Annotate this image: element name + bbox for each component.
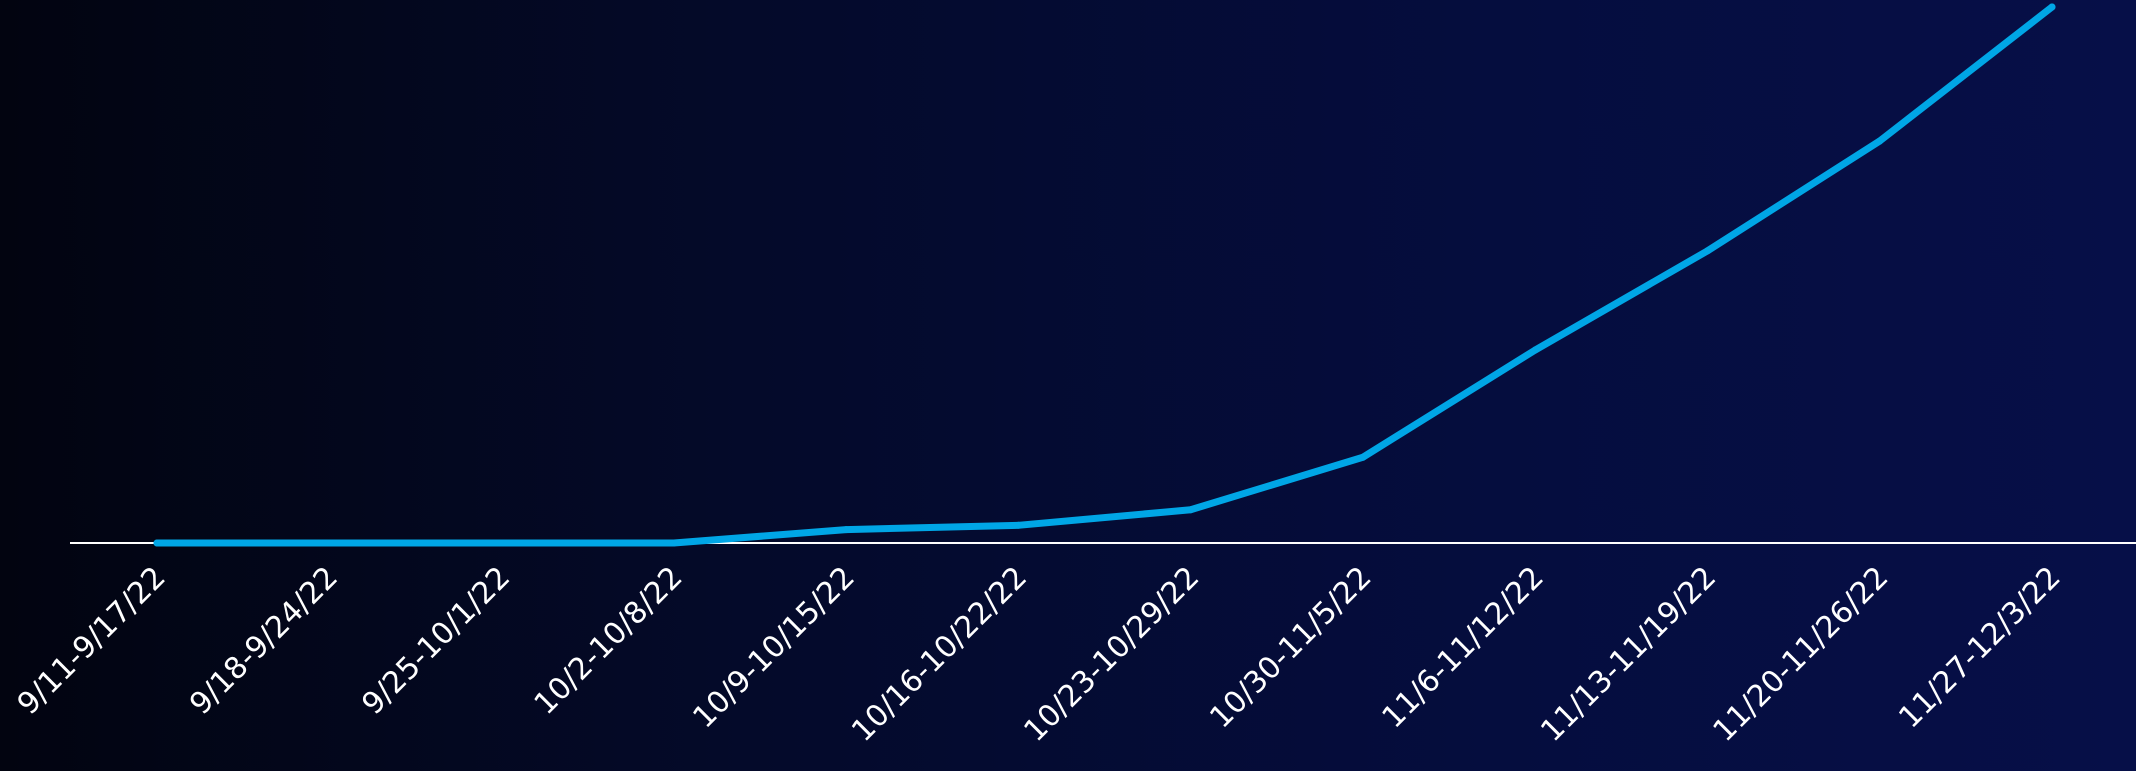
x-tick-label: 11/20-11/26/22	[1707, 560, 1896, 749]
data-point	[1876, 137, 1884, 145]
data-points	[153, 3, 2056, 547]
x-tick-label: 11/13-11/19/22	[1534, 560, 1723, 749]
data-point	[1014, 521, 1022, 529]
x-tick-label: 10/16-10/22/22	[845, 560, 1034, 749]
x-tick-label: 11/27-12/3/22	[1892, 560, 2067, 735]
data-point	[325, 539, 333, 547]
data-point	[1531, 346, 1539, 354]
x-tick-label: 10/30-11/5/22	[1203, 560, 1378, 735]
data-point	[1703, 247, 1711, 255]
data-point	[2048, 3, 2056, 11]
x-tick-label: 11/6-11/12/22	[1376, 560, 1551, 735]
x-axis-tick-labels: 9/11-9/17/22 9/18-9/24/22 9/25-10/1/22 10/2…	[11, 560, 2068, 749]
data-point	[1187, 506, 1195, 514]
data-point	[842, 526, 850, 534]
data-point	[498, 539, 506, 547]
x-tick-label: 10/23-10/29/22	[1017, 560, 1206, 749]
series-line	[153, 3, 2056, 547]
x-tick-label: 9/25-10/1/22	[355, 560, 517, 722]
data-point	[1359, 453, 1367, 461]
x-tick-label: 10/9-10/15/22	[686, 560, 861, 735]
x-tick-label: 9/18-9/24/22	[183, 560, 345, 722]
x-tick-label: 10/2-10/8/22	[528, 560, 690, 722]
x-tick-label: 9/11-9/17/22	[11, 560, 173, 722]
data-point	[670, 539, 678, 547]
data-point	[153, 539, 161, 547]
